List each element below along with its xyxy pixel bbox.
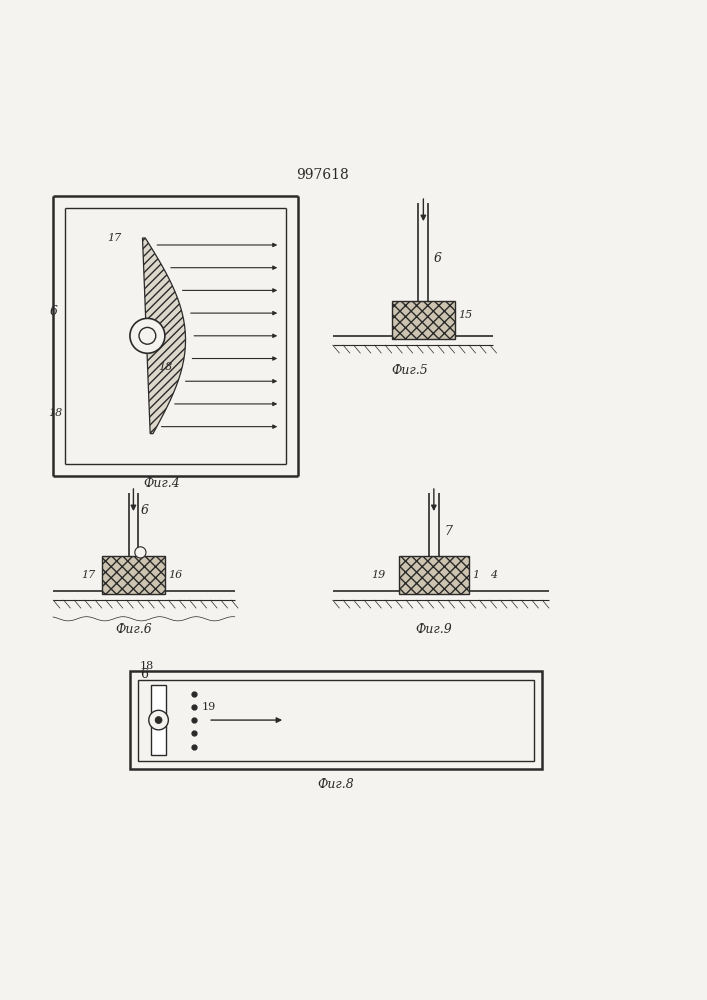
Bar bbox=[392, 301, 455, 339]
Text: 19: 19 bbox=[201, 702, 216, 712]
Circle shape bbox=[139, 327, 156, 344]
Text: 6: 6 bbox=[49, 305, 57, 318]
Text: Фиг.6: Фиг.6 bbox=[115, 623, 152, 636]
Polygon shape bbox=[143, 238, 185, 434]
Text: 16: 16 bbox=[168, 570, 182, 580]
Text: Фиг.4: Фиг.4 bbox=[143, 477, 180, 490]
Text: Фиг.9: Фиг.9 bbox=[416, 623, 452, 636]
Text: 18: 18 bbox=[158, 362, 172, 372]
Text: 19: 19 bbox=[371, 570, 385, 580]
Bar bbox=[151, 685, 166, 755]
Text: Фиг.5: Фиг.5 bbox=[391, 364, 428, 377]
Bar bbox=[139, 680, 534, 761]
Bar bbox=[399, 556, 469, 594]
Text: 6: 6 bbox=[141, 504, 148, 517]
Text: 1: 1 bbox=[472, 570, 479, 580]
Text: 4: 4 bbox=[490, 570, 497, 580]
Text: 997618: 997618 bbox=[296, 168, 349, 182]
Circle shape bbox=[130, 318, 165, 353]
Text: Фиг.8: Фиг.8 bbox=[317, 778, 354, 791]
Bar bbox=[130, 671, 542, 769]
Text: 18: 18 bbox=[140, 661, 154, 671]
Circle shape bbox=[135, 547, 146, 558]
Text: 18: 18 bbox=[48, 408, 62, 418]
Circle shape bbox=[148, 710, 168, 730]
Bar bbox=[102, 556, 165, 594]
Text: 6: 6 bbox=[434, 252, 442, 265]
Text: 6: 6 bbox=[140, 668, 148, 681]
Text: 17: 17 bbox=[81, 570, 95, 580]
Text: 17: 17 bbox=[107, 233, 122, 243]
Circle shape bbox=[155, 717, 162, 724]
Text: 15: 15 bbox=[458, 310, 472, 320]
Text: 7: 7 bbox=[444, 525, 452, 538]
